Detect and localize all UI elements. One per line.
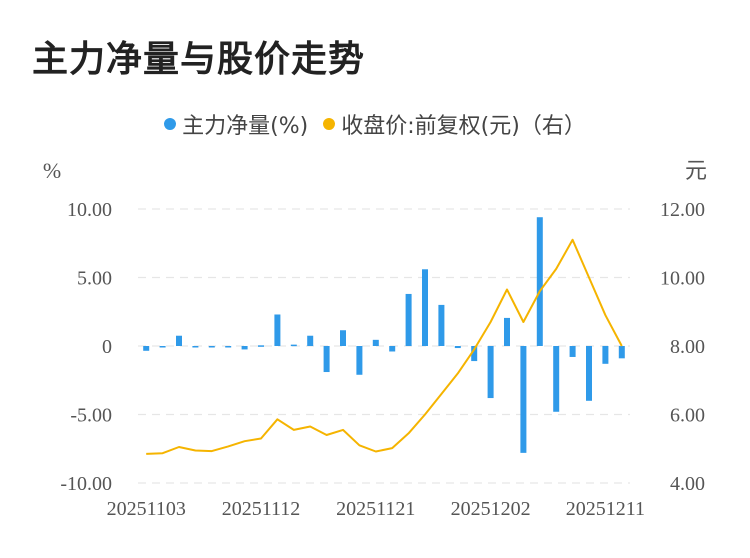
net-flow-bar[interactable] [553, 346, 560, 412]
line-series [146, 238, 623, 455]
net-flow-bar[interactable] [225, 346, 232, 348]
net-flow-bar[interactable] [372, 339, 379, 346]
x-tick-label: 20251202 [451, 498, 531, 520]
net-flow-bar[interactable] [143, 346, 150, 351]
y-right-tick-label: 6.00 [670, 405, 705, 427]
legend: 主力净量(%) 收盘价:前复权(元)（右） [0, 108, 750, 140]
net-flow-bar[interactable] [208, 346, 215, 348]
x-tick-label: 20251103 [107, 498, 186, 520]
net-flow-bar[interactable] [487, 346, 494, 399]
y-right-tick-label: 12.00 [660, 199, 705, 221]
bar-series [143, 217, 625, 453]
net-flow-bar[interactable] [586, 346, 592, 401]
x-tick-label: 20251121 [336, 498, 415, 520]
net-flow-bar[interactable] [290, 344, 297, 347]
net-flow-bar[interactable] [340, 330, 346, 346]
net-flow-bar[interactable] [258, 345, 264, 347]
y-right-tick-label: 8.00 [670, 336, 705, 358]
net-flow-bar[interactable] [307, 335, 314, 346]
net-flow-bar[interactable] [241, 346, 248, 350]
net-flow-bar[interactable] [389, 346, 396, 352]
legend-marker-close-price [323, 118, 336, 130]
net-flow-bar[interactable] [569, 346, 576, 357]
close-price-line[interactable] [146, 238, 623, 455]
net-flow-bar[interactable] [159, 346, 166, 348]
legend-label-net-flow: 主力净量(%) [182, 114, 309, 139]
axes: 10.00 5.00 0 -5.00 -10.00 12.00 10.00 8.00 6.00 4… [43, 158, 707, 520]
legend-item-close-price[interactable]: 收盘价:前复权(元)（右） [323, 108, 586, 140]
x-tick-label: 20251211 [566, 498, 645, 520]
legend-label-close-price: 收盘价:前复权(元)（右） [341, 114, 586, 139]
y-right-tick-label: 4.00 [670, 473, 705, 495]
net-flow-bar[interactable] [454, 346, 461, 349]
net-flow-bar[interactable] [192, 346, 199, 348]
y-left-tick-label: -5.00 [70, 405, 112, 427]
net-flow-bar[interactable] [356, 346, 363, 375]
y-left-tick-label: -10.00 [60, 473, 112, 495]
legend-marker-net-flow [164, 118, 177, 130]
net-flow-bar[interactable] [520, 346, 527, 453]
net-flow-bar[interactable] [602, 346, 609, 364]
legend-item-net-flow[interactable]: 主力净量(%) [164, 108, 308, 140]
y-left-tick-label: 0 [102, 336, 112, 358]
x-tick-label: 20251112 [222, 498, 301, 520]
y-right-axis-label: 元 [685, 159, 707, 184]
y-left-tick-label: 5.00 [77, 268, 112, 290]
net-flow-bar[interactable] [405, 293, 412, 346]
net-flow-bar[interactable] [618, 346, 625, 359]
net-flow-bar[interactable] [438, 304, 445, 346]
y-right-tick-label: 10.00 [660, 268, 705, 290]
net-flow-bar[interactable] [536, 217, 543, 346]
net-flow-bar[interactable] [422, 269, 428, 346]
net-flow-bar[interactable] [274, 314, 281, 346]
net-flow-bar[interactable] [176, 335, 182, 346]
y-left-tick-label: 10.00 [67, 199, 112, 221]
chart-title: 主力净量与股价走势 [32, 39, 366, 80]
net-flow-bar[interactable] [323, 346, 330, 373]
gridlines [138, 208, 630, 484]
net-flow-bar[interactable] [471, 346, 478, 362]
y-left-axis-label: % [43, 158, 61, 183]
net-flow-bar[interactable] [504, 317, 510, 346]
